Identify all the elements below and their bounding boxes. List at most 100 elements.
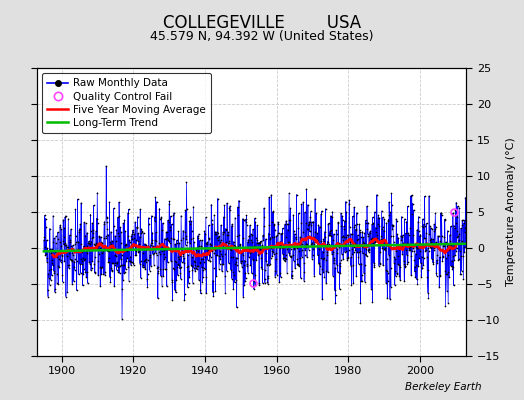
Point	[177, 237, 185, 243]
Point	[326, 213, 335, 219]
Point	[147, 240, 156, 246]
Point	[239, 294, 247, 300]
Point	[177, 212, 185, 219]
Point	[293, 245, 301, 251]
Point	[435, 240, 443, 246]
Point	[454, 256, 463, 263]
Point	[64, 250, 73, 256]
Point	[227, 254, 235, 260]
Point	[210, 265, 218, 271]
Point	[61, 214, 69, 220]
Point	[447, 263, 456, 269]
Point	[210, 230, 219, 237]
Point	[138, 264, 147, 271]
Point	[378, 226, 386, 232]
Point	[52, 254, 61, 260]
Point	[431, 224, 440, 230]
Point	[105, 199, 114, 205]
Point	[375, 261, 384, 267]
Point	[364, 231, 372, 237]
Point	[384, 270, 392, 276]
Point	[435, 284, 443, 290]
Point	[324, 220, 332, 227]
Point	[176, 253, 184, 260]
Point	[274, 219, 282, 225]
Point	[279, 251, 287, 257]
Point	[418, 254, 426, 260]
Point	[399, 232, 407, 239]
Point	[455, 204, 463, 211]
Point	[272, 238, 281, 245]
Point	[328, 242, 336, 248]
Point	[457, 238, 466, 244]
Point	[355, 221, 364, 227]
Point	[444, 242, 453, 248]
Point	[166, 224, 174, 231]
Point	[258, 266, 266, 272]
Point	[100, 218, 108, 225]
Point	[352, 220, 361, 227]
Point	[376, 259, 384, 266]
Point	[232, 258, 240, 265]
Point	[81, 248, 90, 254]
Point	[357, 260, 366, 267]
Point	[226, 246, 235, 252]
Point	[113, 260, 122, 266]
Point	[198, 237, 206, 244]
Point	[274, 232, 282, 238]
Point	[193, 263, 201, 270]
Point	[412, 276, 421, 282]
Point	[400, 261, 408, 268]
Point	[98, 264, 106, 270]
Point	[292, 234, 300, 240]
Point	[105, 259, 113, 266]
Point	[256, 240, 264, 246]
Point	[239, 217, 248, 223]
Point	[410, 248, 418, 254]
Point	[163, 259, 172, 266]
Point	[386, 296, 394, 302]
Point	[345, 224, 354, 230]
Point	[356, 300, 365, 306]
Point	[429, 260, 438, 267]
Point	[75, 227, 83, 233]
Point	[146, 267, 154, 274]
Point	[253, 240, 261, 246]
Point	[296, 255, 304, 262]
Point	[59, 241, 68, 248]
Point	[85, 259, 93, 266]
Point	[374, 220, 382, 227]
Point	[453, 228, 461, 235]
Point	[261, 280, 269, 286]
Point	[226, 266, 235, 273]
Point	[373, 192, 381, 198]
Point	[453, 233, 461, 240]
Point	[344, 238, 352, 244]
Point	[395, 262, 403, 268]
Point	[353, 210, 361, 216]
Point	[313, 230, 321, 236]
Point	[387, 190, 396, 196]
Point	[88, 220, 96, 226]
Point	[309, 234, 318, 240]
Point	[63, 247, 71, 253]
Point	[304, 246, 313, 253]
Point	[382, 280, 390, 286]
Point	[81, 256, 89, 262]
Point	[310, 241, 318, 248]
Point	[405, 245, 413, 251]
Point	[254, 248, 263, 254]
Point	[146, 252, 154, 258]
Point	[214, 195, 222, 202]
Point	[127, 262, 135, 268]
Point	[179, 234, 187, 241]
Point	[156, 241, 165, 248]
Point	[393, 231, 401, 238]
Point	[74, 246, 83, 252]
Point	[319, 236, 328, 242]
Point	[233, 304, 241, 310]
Point	[147, 262, 155, 269]
Point	[103, 215, 111, 221]
Point	[281, 258, 289, 264]
Point	[270, 226, 279, 233]
